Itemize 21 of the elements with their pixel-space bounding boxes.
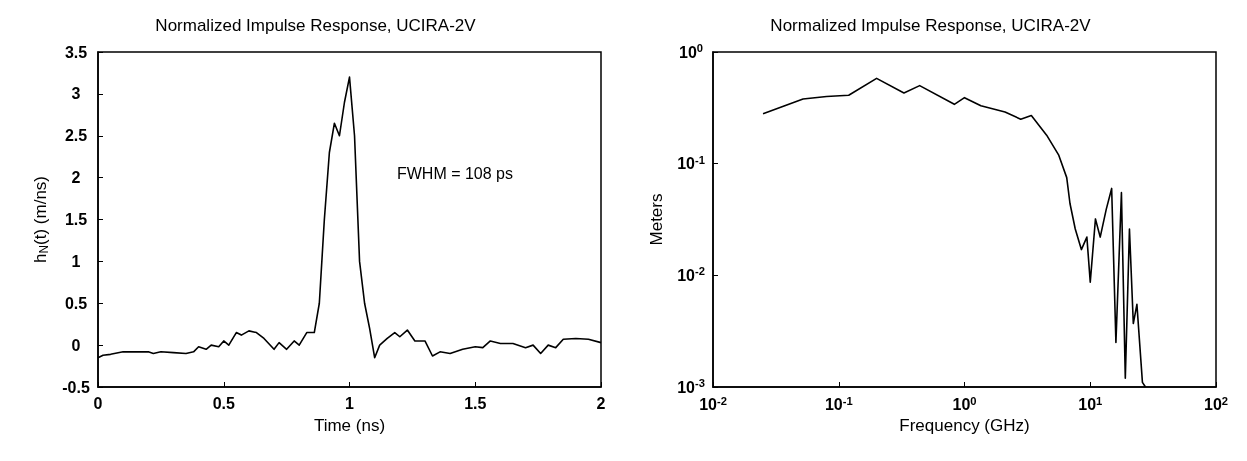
chart-title: Normalized Impulse Response, UCIRA-2V [770, 16, 1092, 35]
y-tick-label: -0.5 [62, 378, 90, 396]
y-tick-label: 3 [71, 85, 81, 103]
y-tick-label: 2.5 [64, 127, 88, 145]
x-tick-label: 0 [93, 394, 103, 412]
x-tick-label: 2 [596, 394, 606, 412]
y-axis-title: Meters [647, 193, 666, 246]
x-tick-label: 1.5 [464, 394, 487, 412]
x-axis-title: Frequency (GHz) [899, 416, 1030, 436]
y-tick-label: 1 [71, 252, 81, 270]
y-tick-label: 1.5 [64, 211, 88, 228]
y-tick-label: 0 [71, 336, 81, 354]
y-tick-label: 0.5 [64, 294, 88, 312]
y-axis-title: hN(t) (m/ns) [31, 176, 51, 263]
x-tick-label: 0.5 [212, 394, 235, 412]
chart-title: Normalized Impulse Response, UCIRA-2V [155, 16, 477, 35]
x-axis-title: Time (ns) [313, 416, 386, 435]
y-tick-label: 3.5 [64, 43, 88, 61]
x-tick-label: 1 [345, 394, 355, 412]
y-tick-label: 2 [71, 169, 81, 187]
annotation: FWHM = 108 ps [396, 164, 513, 182]
